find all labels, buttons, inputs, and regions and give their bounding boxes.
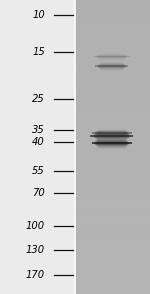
Text: 10: 10 [32, 10, 45, 20]
Bar [75, 0, 150, 294]
Text: 15: 15 [32, 47, 45, 57]
Text: 35: 35 [32, 125, 45, 135]
Text: 25: 25 [32, 94, 45, 104]
Text: 170: 170 [26, 270, 45, 280]
Text: 100: 100 [26, 221, 45, 231]
Text: 130: 130 [26, 245, 45, 255]
Bar [0, 0, 75, 294]
Text: 55: 55 [32, 166, 45, 176]
Text: 70: 70 [32, 188, 45, 198]
Text: 40: 40 [32, 137, 45, 147]
